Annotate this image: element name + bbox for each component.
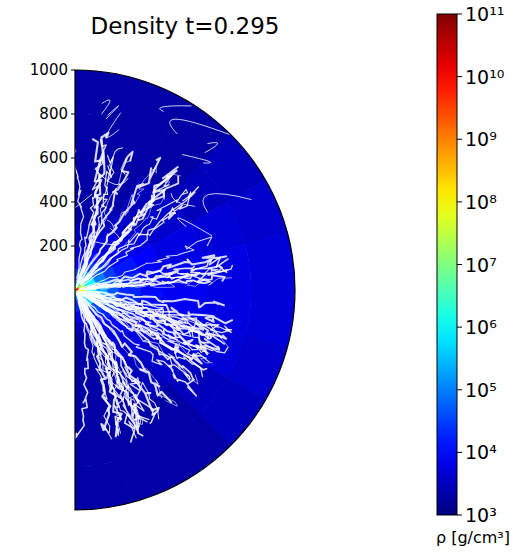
y-tick: [71, 114, 75, 115]
streamline: [80, 133, 109, 276]
streamline: [87, 174, 181, 280]
colorbar-tick: [457, 76, 462, 77]
streamline: [106, 106, 119, 119]
colorbar-tick: [457, 264, 462, 265]
streamline: [101, 100, 110, 114]
colorbar-tick-label: 10⁸: [465, 191, 497, 213]
streamline: [79, 303, 136, 439]
streamline: [78, 298, 139, 432]
y-tick: [71, 246, 75, 247]
y-tick-label: 600: [39, 149, 68, 167]
colorbar-tick: [457, 14, 462, 15]
density-field: [75, 70, 295, 510]
colorbar-tick-label: 10⁶: [465, 316, 497, 338]
streamline: [76, 148, 123, 288]
density-cell: [121, 442, 185, 502]
colorbar-tick-label: 10⁴: [465, 441, 497, 463]
streamline: [86, 187, 199, 281]
streamline: [79, 158, 160, 283]
y-tick-label: 400: [39, 193, 68, 211]
colorbar-tick: [457, 201, 462, 202]
colorbar-tick: [457, 452, 462, 453]
streamline: [107, 220, 114, 228]
colorbar-tick-label: 10⁹: [465, 128, 497, 150]
streamline: [182, 155, 211, 164]
streamline: [80, 293, 190, 380]
streamline: [80, 299, 134, 443]
streamline: [76, 293, 112, 439]
streamline: [89, 293, 233, 323]
streamline: [171, 193, 195, 206]
y-tick-label: 1000: [30, 61, 68, 79]
streamline: [80, 176, 178, 285]
streamline: [203, 194, 252, 213]
y-tick: [71, 158, 75, 159]
colorbar-label: ρ [g/cm³]: [436, 528, 510, 547]
colorbar: [437, 14, 457, 515]
streamline: [76, 155, 113, 288]
title: Density t=0.295: [91, 13, 280, 39]
streamline: [89, 257, 229, 287]
streamline: [178, 218, 212, 236]
colorbar-tick: [457, 327, 462, 328]
colorbar-tick-label: 10⁵: [465, 379, 497, 401]
y-tick-label: 200: [39, 237, 68, 255]
colorbar-tick-label: 10³: [465, 504, 497, 526]
density-cell: [75, 418, 121, 466]
y-tick: [71, 70, 75, 71]
streamlines: [63, 100, 251, 443]
density-cell: [245, 233, 295, 290]
colorbar-tick-label: 10¹⁰: [465, 66, 504, 88]
streamline: [77, 167, 156, 286]
colorbar-tick: [457, 515, 462, 516]
colorbar-tick-label: 10¹¹: [465, 3, 504, 25]
density-cell: [227, 180, 287, 244]
colorbar-tick-label: 10⁷: [465, 254, 497, 276]
density-cell: [75, 460, 132, 510]
colorbar-tick: [457, 139, 462, 140]
streamline: [170, 119, 230, 134]
streamline: [74, 301, 88, 439]
streamline: [95, 169, 128, 185]
y-tick: [71, 202, 75, 203]
streamline: [80, 237, 212, 289]
streamline: [90, 228, 121, 244]
streamline: [205, 143, 218, 153]
streamline: [160, 106, 192, 112]
y-tick-label: 800: [39, 105, 68, 123]
colorbar-tick: [457, 389, 462, 390]
plot-frame: [75, 70, 295, 510]
